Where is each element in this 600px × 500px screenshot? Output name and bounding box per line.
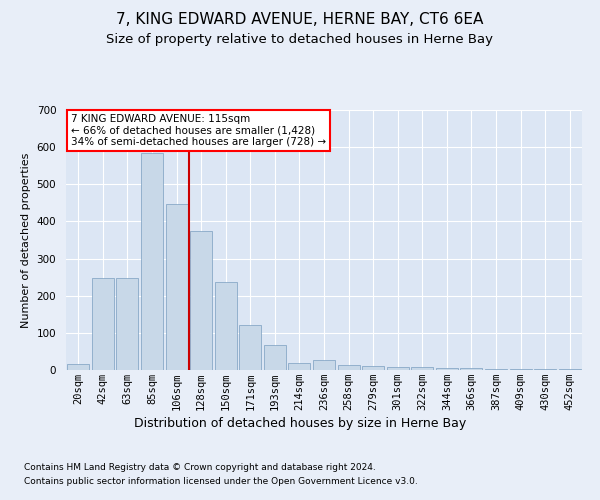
Bar (190, 230, 212, 370)
Y-axis label: Number of detached properties: Number of detached properties (21, 152, 31, 328)
Text: Contains public sector information licensed under the Open Government Licence v3: Contains public sector information licen… (24, 478, 418, 486)
Text: Contains HM Land Registry data © Crown copyright and database right 2024.: Contains HM Land Registry data © Crown c… (24, 462, 376, 471)
Text: Size of property relative to detached houses in Herne Bay: Size of property relative to detached ho… (107, 32, 493, 46)
Bar (215, 282, 237, 370)
Bar (436, 368, 458, 370)
Bar (313, 360, 335, 370)
Bar (485, 368, 507, 370)
Bar (264, 344, 286, 370)
Bar (460, 368, 482, 370)
Text: 7 KING EDWARD AVENUE: 115sqm
← 66% of detached houses are smaller (1,428)
34% of: 7 KING EDWARD AVENUE: 115sqm ← 66% of de… (71, 114, 326, 147)
Bar (289, 362, 310, 370)
Text: Distribution of detached houses by size in Herne Bay: Distribution of detached houses by size … (134, 418, 466, 430)
Bar (239, 326, 262, 370)
Bar (67, 364, 89, 370)
Bar (411, 368, 433, 370)
Bar (116, 278, 139, 370)
Text: 7, KING EDWARD AVENUE, HERNE BAY, CT6 6EA: 7, KING EDWARD AVENUE, HERNE BAY, CT6 6E… (116, 12, 484, 28)
Bar (92, 278, 114, 370)
Bar (166, 204, 188, 370)
Bar (338, 365, 359, 370)
Bar (509, 369, 532, 370)
Bar (141, 152, 163, 370)
Bar (362, 366, 384, 370)
Bar (386, 367, 409, 370)
